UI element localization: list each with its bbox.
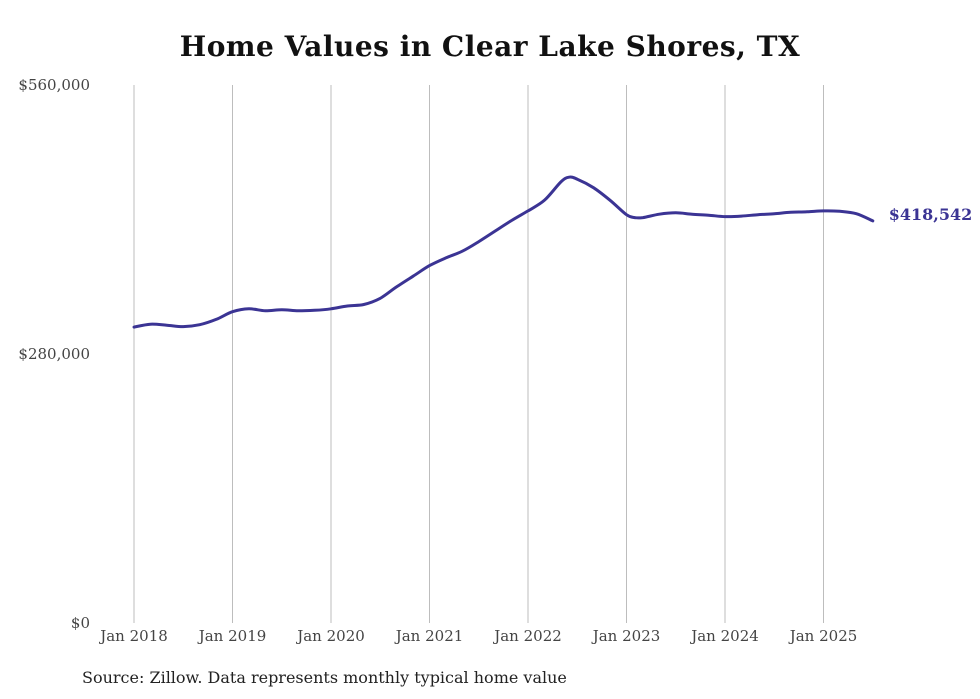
x-tick-label: Jan 2018 — [98, 627, 168, 645]
grid-lines — [133, 85, 824, 623]
source-note: Source: Zillow. Data represents monthly … — [82, 668, 567, 687]
x-axis: Jan 2018 Jan 2019 Jan 2020 Jan 2021 Jan 2022… — [98, 627, 857, 645]
x-tick-label: Jan 2024 — [689, 627, 759, 645]
series-lines — [132, 175, 875, 329]
series-line — [132, 175, 875, 329]
y-tick-label: $0 — [71, 614, 90, 632]
x-tick-label: Jan 2023 — [591, 627, 661, 645]
end-value-label: $418,542 — [889, 205, 973, 224]
x-tick-label: Jan 2020 — [295, 627, 365, 645]
y-tick-label: $560,000 — [18, 76, 90, 94]
x-tick-label: Jan 2025 — [788, 627, 858, 645]
y-axis: $0 $280,000 $560,000 — [18, 76, 90, 632]
data-labels: $418,542 — [889, 205, 973, 224]
chart-title: Home Values in Clear Lake Shores, TX — [179, 30, 801, 63]
x-tick-label: Jan 2019 — [197, 627, 267, 645]
y-tick-label: $280,000 — [18, 345, 90, 363]
x-tick-label: Jan 2022 — [492, 627, 562, 645]
x-tick-label: Jan 2021 — [394, 627, 464, 645]
